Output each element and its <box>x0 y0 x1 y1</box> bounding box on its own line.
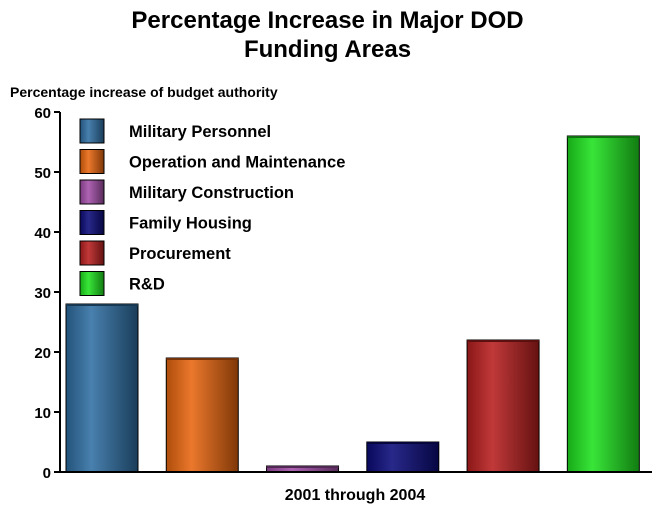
bar-randd <box>566 135 640 473</box>
legend-swatch-military-construction <box>79 179 105 205</box>
legend-swatch-military-personnel <box>79 118 105 144</box>
legend-swatch-procurement <box>79 240 105 266</box>
legend-swatch-randd <box>79 271 105 296</box>
bar-cap-military-personnel <box>66 304 138 306</box>
legend-label-military-personnel: Military Personnel <box>129 123 271 141</box>
y-tick-label: 50 <box>34 165 51 182</box>
legend-label-randd: R&D <box>129 276 165 294</box>
bar-cap-procurement <box>467 340 540 342</box>
chart-title-line-1: Percentage Increase in Major DOD <box>131 7 524 34</box>
x-axis-label: 2001 through 2004 <box>285 487 426 504</box>
bar-cap-operation-and-maintenance <box>166 358 239 360</box>
bar-procurement <box>466 339 540 473</box>
bar-military-personnel <box>65 303 139 473</box>
y-tick-label: 0 <box>43 465 51 482</box>
legend-label-military-construction: Military Construction <box>129 184 294 202</box>
y-tick-label: 30 <box>34 285 51 302</box>
legend-label-procurement: Procurement <box>129 245 231 263</box>
legend-label-family-housing: Family Housing <box>129 215 252 233</box>
chart-title: Percentage Increase in Major DOD Funding… <box>0 6 655 64</box>
bar-family-housing <box>366 441 440 473</box>
bar-cap-family-housing <box>366 442 439 444</box>
legend-swatch-family-housing <box>79 210 105 235</box>
y-tick-label: 20 <box>34 345 51 362</box>
bar-cap-military-construction <box>266 466 339 468</box>
bar-cap-randd <box>567 136 640 138</box>
legend-label-operation-and-maintenance: Operation and Maintenance <box>129 154 345 172</box>
y-tick-label: 10 <box>34 405 51 422</box>
legend-swatch-operation-and-maintenance <box>79 149 105 174</box>
y-axis-label: Percentage increase of budget authority <box>10 84 278 100</box>
y-tick-label: 40 <box>34 225 51 242</box>
bar-operation-and-maintenance <box>165 357 239 473</box>
y-tick-label: 60 <box>34 105 51 122</box>
chart-title-line-2: Funding Areas <box>243 36 412 63</box>
